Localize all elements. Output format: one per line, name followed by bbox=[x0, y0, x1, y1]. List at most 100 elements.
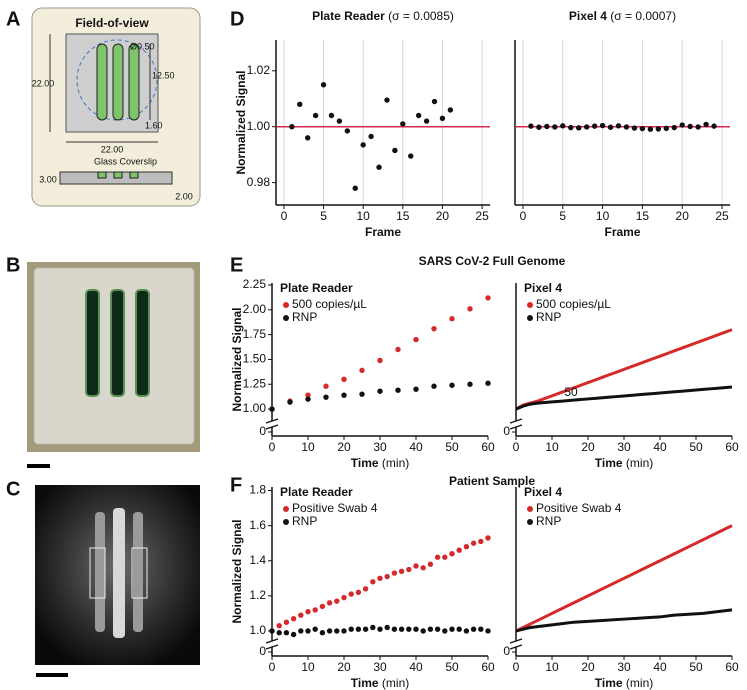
panel-letter: A bbox=[6, 8, 20, 30]
data-point bbox=[442, 554, 448, 560]
data-point bbox=[305, 608, 311, 615]
data-point bbox=[283, 630, 290, 636]
y-tick-label: 1.4 bbox=[249, 553, 266, 567]
data-point bbox=[336, 118, 343, 124]
x-axis-label: Time (min) bbox=[595, 456, 653, 470]
y-tick-label: 1.8 bbox=[249, 483, 266, 497]
x-tick-label: 60 bbox=[725, 440, 739, 454]
data-point bbox=[276, 630, 282, 636]
data-point bbox=[420, 565, 426, 571]
data-point bbox=[319, 603, 326, 610]
data-point bbox=[449, 382, 455, 388]
channel-side bbox=[97, 171, 107, 179]
data-point bbox=[326, 628, 333, 634]
data-point bbox=[485, 535, 491, 541]
x-axis-label-main: Frame bbox=[365, 225, 401, 239]
x-axis-label: Time (min) bbox=[351, 676, 409, 690]
data-point bbox=[276, 623, 282, 629]
legend-label: RNP bbox=[292, 514, 317, 528]
x-axis-label: Frame bbox=[365, 225, 401, 239]
chart-subtitle: (σ = 0.0085) bbox=[388, 9, 454, 23]
data-point bbox=[485, 628, 491, 634]
data-point bbox=[456, 547, 462, 553]
y-tick-label: 0 bbox=[259, 644, 266, 658]
legend-marker bbox=[527, 302, 533, 308]
data-point bbox=[398, 626, 405, 632]
panel-letter: F bbox=[230, 474, 242, 496]
data-point bbox=[334, 598, 340, 604]
dimension: 1.60 bbox=[145, 120, 163, 130]
x-tick-label: 0 bbox=[513, 440, 520, 454]
y-tick-label: 1.02 bbox=[247, 63, 271, 77]
data-point bbox=[478, 626, 484, 632]
y-tick-label: 1.25 bbox=[243, 376, 267, 390]
data-point bbox=[449, 316, 455, 322]
fov-circle bbox=[76, 39, 158, 121]
dimension: 3.00 bbox=[39, 174, 57, 184]
y-tick-label: 1.75 bbox=[243, 327, 267, 341]
channel-glow bbox=[95, 512, 105, 632]
channel-photo bbox=[110, 289, 125, 397]
data-point bbox=[478, 538, 484, 545]
section-title: Patient Sample bbox=[449, 474, 535, 488]
x-tick-label: 20 bbox=[676, 209, 690, 223]
data-point bbox=[305, 392, 311, 398]
data-point bbox=[576, 125, 582, 131]
channel bbox=[112, 43, 124, 121]
x-axis-label: Frame bbox=[604, 225, 640, 239]
x-tick-label: 50 bbox=[445, 440, 459, 454]
x-tick-label: 0 bbox=[513, 660, 520, 674]
legend-marker bbox=[283, 302, 289, 308]
diagram-title: Field-of-view bbox=[75, 16, 149, 30]
y-axis-label: Normalized Signal bbox=[230, 519, 244, 623]
x-tick-label: 5 bbox=[559, 209, 566, 223]
x-tick-label: 10 bbox=[596, 209, 610, 223]
x-tick-label: 0 bbox=[269, 660, 276, 674]
data-point bbox=[377, 357, 383, 364]
data-point bbox=[398, 568, 405, 574]
channel-glow bbox=[113, 508, 125, 638]
channel-side bbox=[113, 171, 123, 179]
series-line bbox=[515, 608, 733, 633]
data-point bbox=[470, 540, 477, 546]
x-tick-label: 25 bbox=[475, 209, 489, 223]
image bbox=[35, 485, 200, 677]
x-tick-label: 15 bbox=[636, 209, 650, 223]
data-point bbox=[413, 386, 419, 392]
data-point bbox=[663, 125, 669, 132]
data-point bbox=[442, 628, 448, 634]
chart-title: Pixel 4 (σ = 0.0007) bbox=[569, 9, 676, 23]
channel-photo bbox=[85, 289, 100, 397]
y-tick-label: 1.0 bbox=[249, 623, 266, 637]
axis-break-gap bbox=[510, 421, 522, 427]
data-point bbox=[431, 98, 438, 105]
x-tick-label: 60 bbox=[725, 660, 739, 674]
x-tick-label: 20 bbox=[337, 440, 351, 454]
data-point bbox=[377, 626, 383, 632]
data-point bbox=[406, 626, 412, 632]
x-tick-label: 40 bbox=[653, 660, 667, 674]
y-tick-label: 0.98 bbox=[247, 175, 271, 189]
data-point bbox=[370, 624, 376, 631]
data-point bbox=[341, 392, 347, 398]
data-point bbox=[377, 575, 383, 582]
data-point bbox=[615, 123, 622, 129]
legend-label: RNP bbox=[292, 310, 317, 324]
y-tick-label: 0 bbox=[503, 424, 510, 438]
data-point bbox=[395, 387, 401, 393]
data-point bbox=[671, 124, 677, 131]
dimension: 2.00 bbox=[175, 191, 193, 201]
data-point bbox=[427, 626, 434, 632]
diagram: Field-of-view 22.00 Ø0.50 12.50 1.60 22.… bbox=[31, 7, 201, 207]
data-point bbox=[413, 626, 419, 632]
x-axis-label-main: Time bbox=[595, 676, 623, 690]
data-point bbox=[289, 123, 295, 130]
data-point bbox=[420, 628, 426, 634]
axis-break bbox=[265, 424, 279, 430]
x-axis-label-main: Frame bbox=[604, 225, 640, 239]
roi bbox=[131, 547, 148, 599]
data-point bbox=[485, 380, 491, 386]
x-tick-label: 20 bbox=[581, 440, 595, 454]
data-point bbox=[377, 388, 383, 394]
x-tick-label: 50 bbox=[445, 660, 459, 674]
